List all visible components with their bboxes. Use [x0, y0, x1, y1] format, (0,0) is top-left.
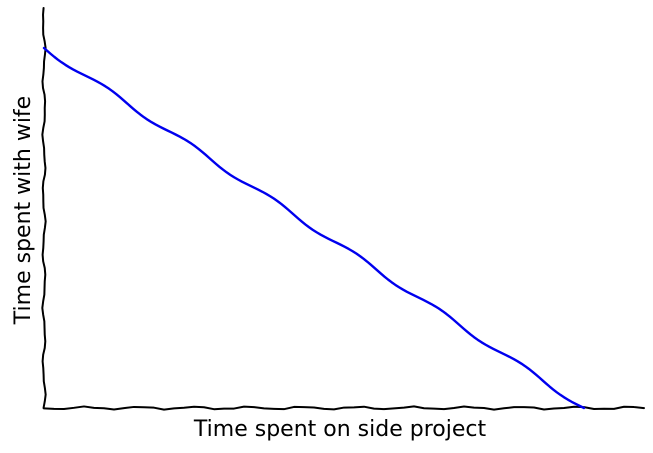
x-axis-label: Time spent on side project	[193, 417, 487, 442]
series-layer	[42, 46, 586, 410]
x-axis	[43, 405, 645, 411]
y-axis-label: Time spent with wife	[11, 96, 36, 325]
y-axis	[41, 7, 47, 409]
series-line-0	[42, 46, 586, 410]
